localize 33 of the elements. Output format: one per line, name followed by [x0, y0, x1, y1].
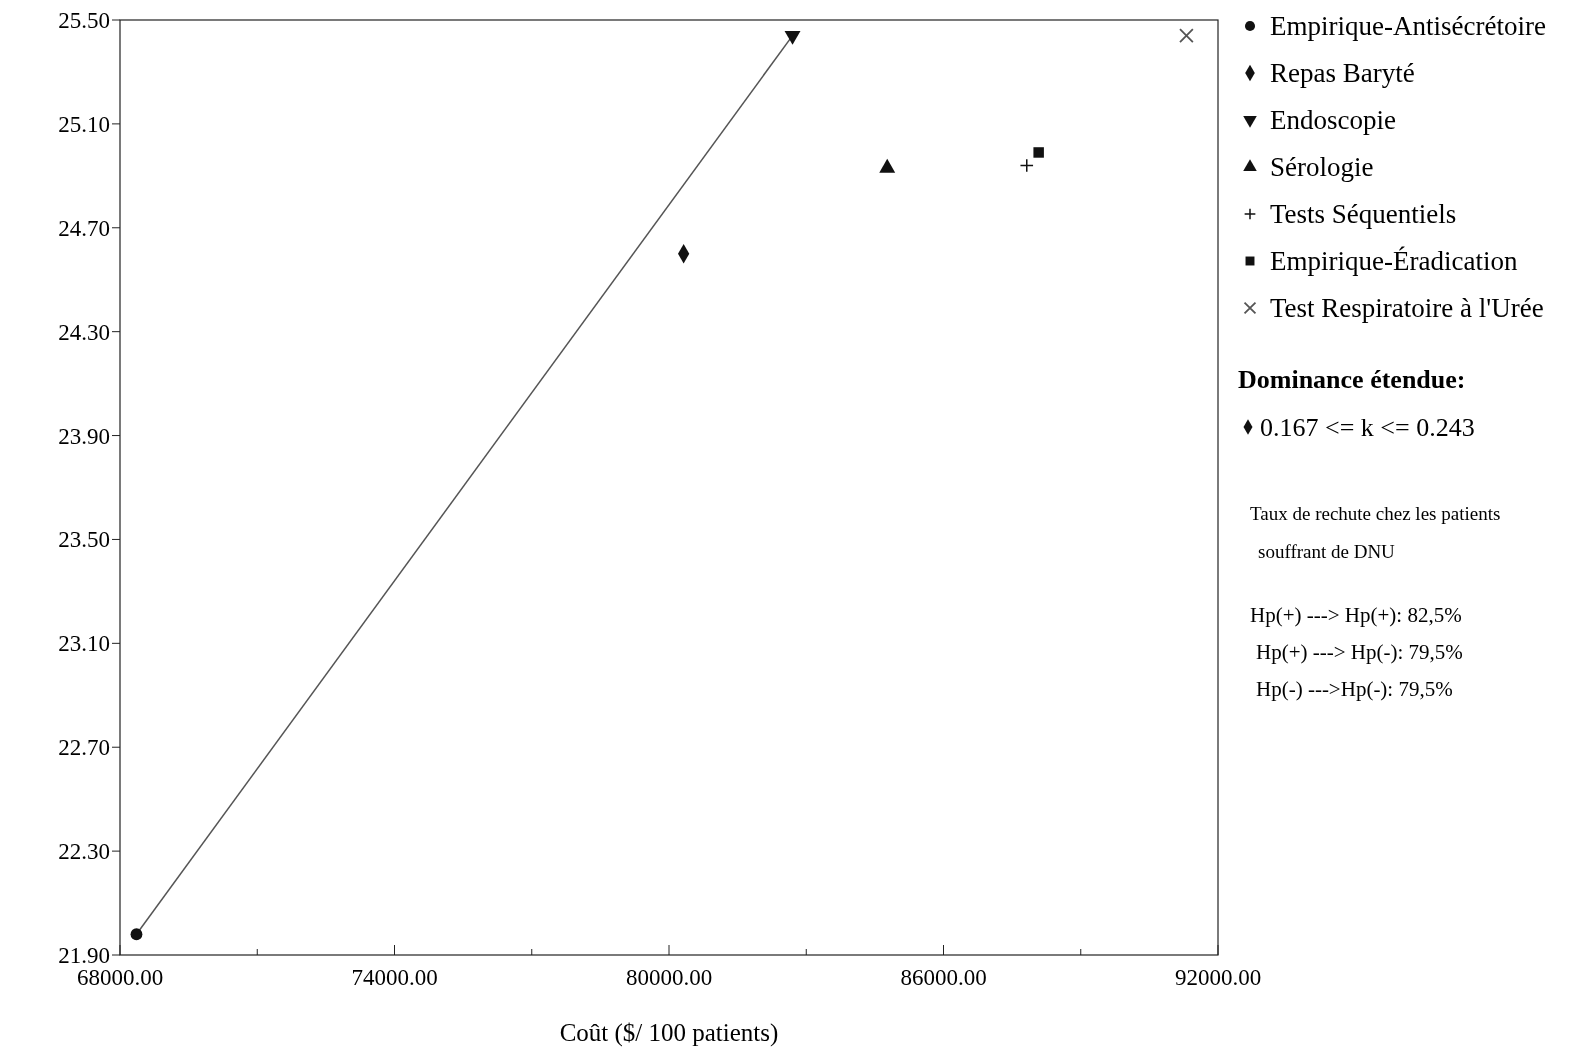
- y-tick-label: 22.30: [58, 839, 110, 865]
- text: Hp(-) --->Hp(-): 79,5%: [1256, 677, 1453, 701]
- y-tick-label: 23.10: [58, 631, 110, 657]
- x-tick-label: 92000.00: [1174, 965, 1262, 990]
- y-tick-label: 24.70: [58, 215, 110, 241]
- legend-label: Sérologie: [1270, 152, 1374, 182]
- text: Dominance étendue:: [1238, 365, 1466, 394]
- point: [1019, 158, 1034, 173]
- text: Hp(+) ---> Hp(+): 82,5%: [1250, 603, 1462, 627]
- text: 0.167 <= k <= 0.243: [1260, 413, 1475, 442]
- point: [784, 30, 801, 45]
- point: [1033, 147, 1044, 158]
- x-tick-label: 74000.00: [351, 965, 438, 990]
- y-tick-label: 22.70: [58, 735, 110, 761]
- text: Taux de rechute chez les patients: [1250, 503, 1501, 524]
- legend-label: Tests Séquentiels: [1270, 199, 1457, 229]
- legend-label: Empirique-Antisécrétoire: [1270, 11, 1546, 41]
- y-tick-label: 23.50: [58, 527, 110, 553]
- x-axis-title: Coût ($/ 100 patients): [559, 1019, 779, 1047]
- legend-label: Repas Baryté: [1270, 58, 1415, 88]
- text: souffrant de DNU: [1258, 541, 1396, 562]
- point: [1179, 28, 1194, 43]
- x-tick-label: 86000.00: [900, 965, 987, 990]
- legend-label: Endoscopie: [1270, 105, 1396, 135]
- text: Hp(+) ---> Hp(-): 79,5%: [1256, 640, 1463, 664]
- legend-label: Test Respiratoire à l'Urée: [1270, 293, 1544, 323]
- y-tick-label: 24.30: [58, 319, 110, 345]
- legend-label: Empirique-Éradication: [1270, 246, 1518, 276]
- y-tick-label: 23.90: [58, 423, 110, 449]
- y-tick-label: 25.10: [58, 111, 110, 137]
- y-tick-label: 25.50: [58, 8, 110, 34]
- point: [130, 928, 143, 941]
- x-tick-label: 80000.00: [625, 965, 713, 990]
